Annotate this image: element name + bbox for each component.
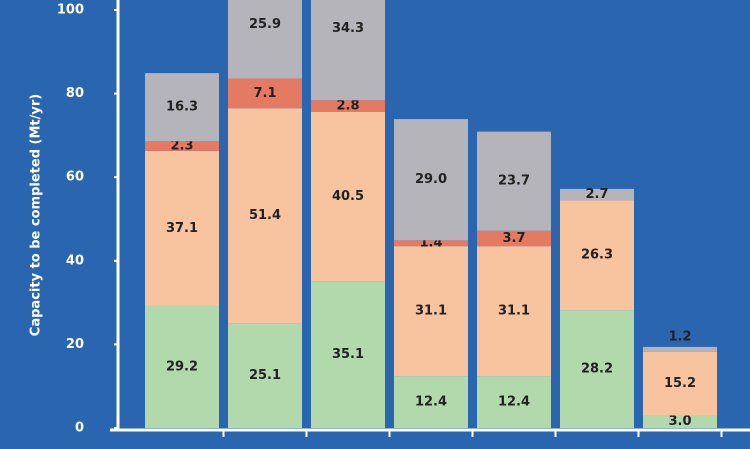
- value-label: 15.2: [664, 376, 696, 391]
- value-label: 23.7: [498, 174, 530, 189]
- value-label: 29.2: [166, 359, 198, 374]
- value-label: 25.1: [249, 368, 281, 383]
- bar-segment: [477, 246, 551, 377]
- value-label: 35.1: [332, 347, 364, 362]
- bar-segment: [228, 323, 302, 428]
- value-label: 2.8: [336, 99, 359, 114]
- bar-segment: [228, 78, 302, 109]
- value-label: 12.4: [415, 395, 447, 410]
- bar-segment: [477, 376, 551, 428]
- bar-segment: [145, 141, 219, 151]
- bar-segment: [477, 131, 551, 231]
- y-tick-label: 80: [66, 86, 84, 101]
- value-label: 2.7: [585, 187, 608, 202]
- y-tick-label: 100: [57, 3, 84, 18]
- y-tick-label: 60: [66, 170, 84, 185]
- y-tick-label: 20: [66, 337, 84, 352]
- y-tick-label: 0: [75, 421, 84, 436]
- value-label: 2.3: [170, 139, 193, 154]
- bar-segment: [560, 310, 634, 428]
- bar-segment: [311, 111, 385, 282]
- value-label: 25.9: [249, 17, 281, 32]
- value-label: 7.1: [253, 86, 276, 101]
- bar-segment: [394, 119, 468, 241]
- value-label: 40.5: [332, 189, 364, 204]
- bar-segment: [394, 240, 468, 247]
- value-label: 1.2: [668, 329, 691, 344]
- bar-segment: [145, 305, 219, 428]
- y-tick-label: 40: [66, 253, 84, 268]
- value-label: 31.1: [415, 304, 447, 319]
- value-label: 37.1: [166, 221, 198, 236]
- bar-segment: [477, 230, 551, 247]
- bar-segment: [145, 73, 219, 142]
- value-label: 29.0: [415, 172, 447, 187]
- bar-segment: [311, 100, 385, 112]
- value-label: 3.7: [502, 231, 525, 246]
- bar-segment: [560, 200, 634, 311]
- y-axis-label: Capacity to be completed (Mt/yr): [29, 94, 44, 336]
- value-label: 16.3: [166, 100, 198, 115]
- bar-segment: [394, 376, 468, 428]
- value-label: 28.2: [581, 362, 613, 377]
- bar-segment: [643, 346, 717, 352]
- value-label: 12.4: [498, 395, 530, 410]
- bar-segment: [643, 351, 717, 416]
- value-label: 51.4: [249, 208, 281, 223]
- bar-segment: [228, 108, 302, 324]
- bar-segment: [311, 0, 385, 101]
- bar-segment: [394, 246, 468, 377]
- bar-segment: [228, 0, 302, 79]
- bar-segment: [311, 281, 385, 428]
- value-label: 26.3: [581, 248, 613, 263]
- bar-segment: [560, 188, 634, 201]
- value-label: 3.0: [668, 414, 691, 429]
- bar-segment: [643, 415, 717, 428]
- value-label: 31.1: [498, 304, 530, 319]
- value-label: 34.3: [332, 21, 364, 36]
- bar-segment: [145, 150, 219, 306]
